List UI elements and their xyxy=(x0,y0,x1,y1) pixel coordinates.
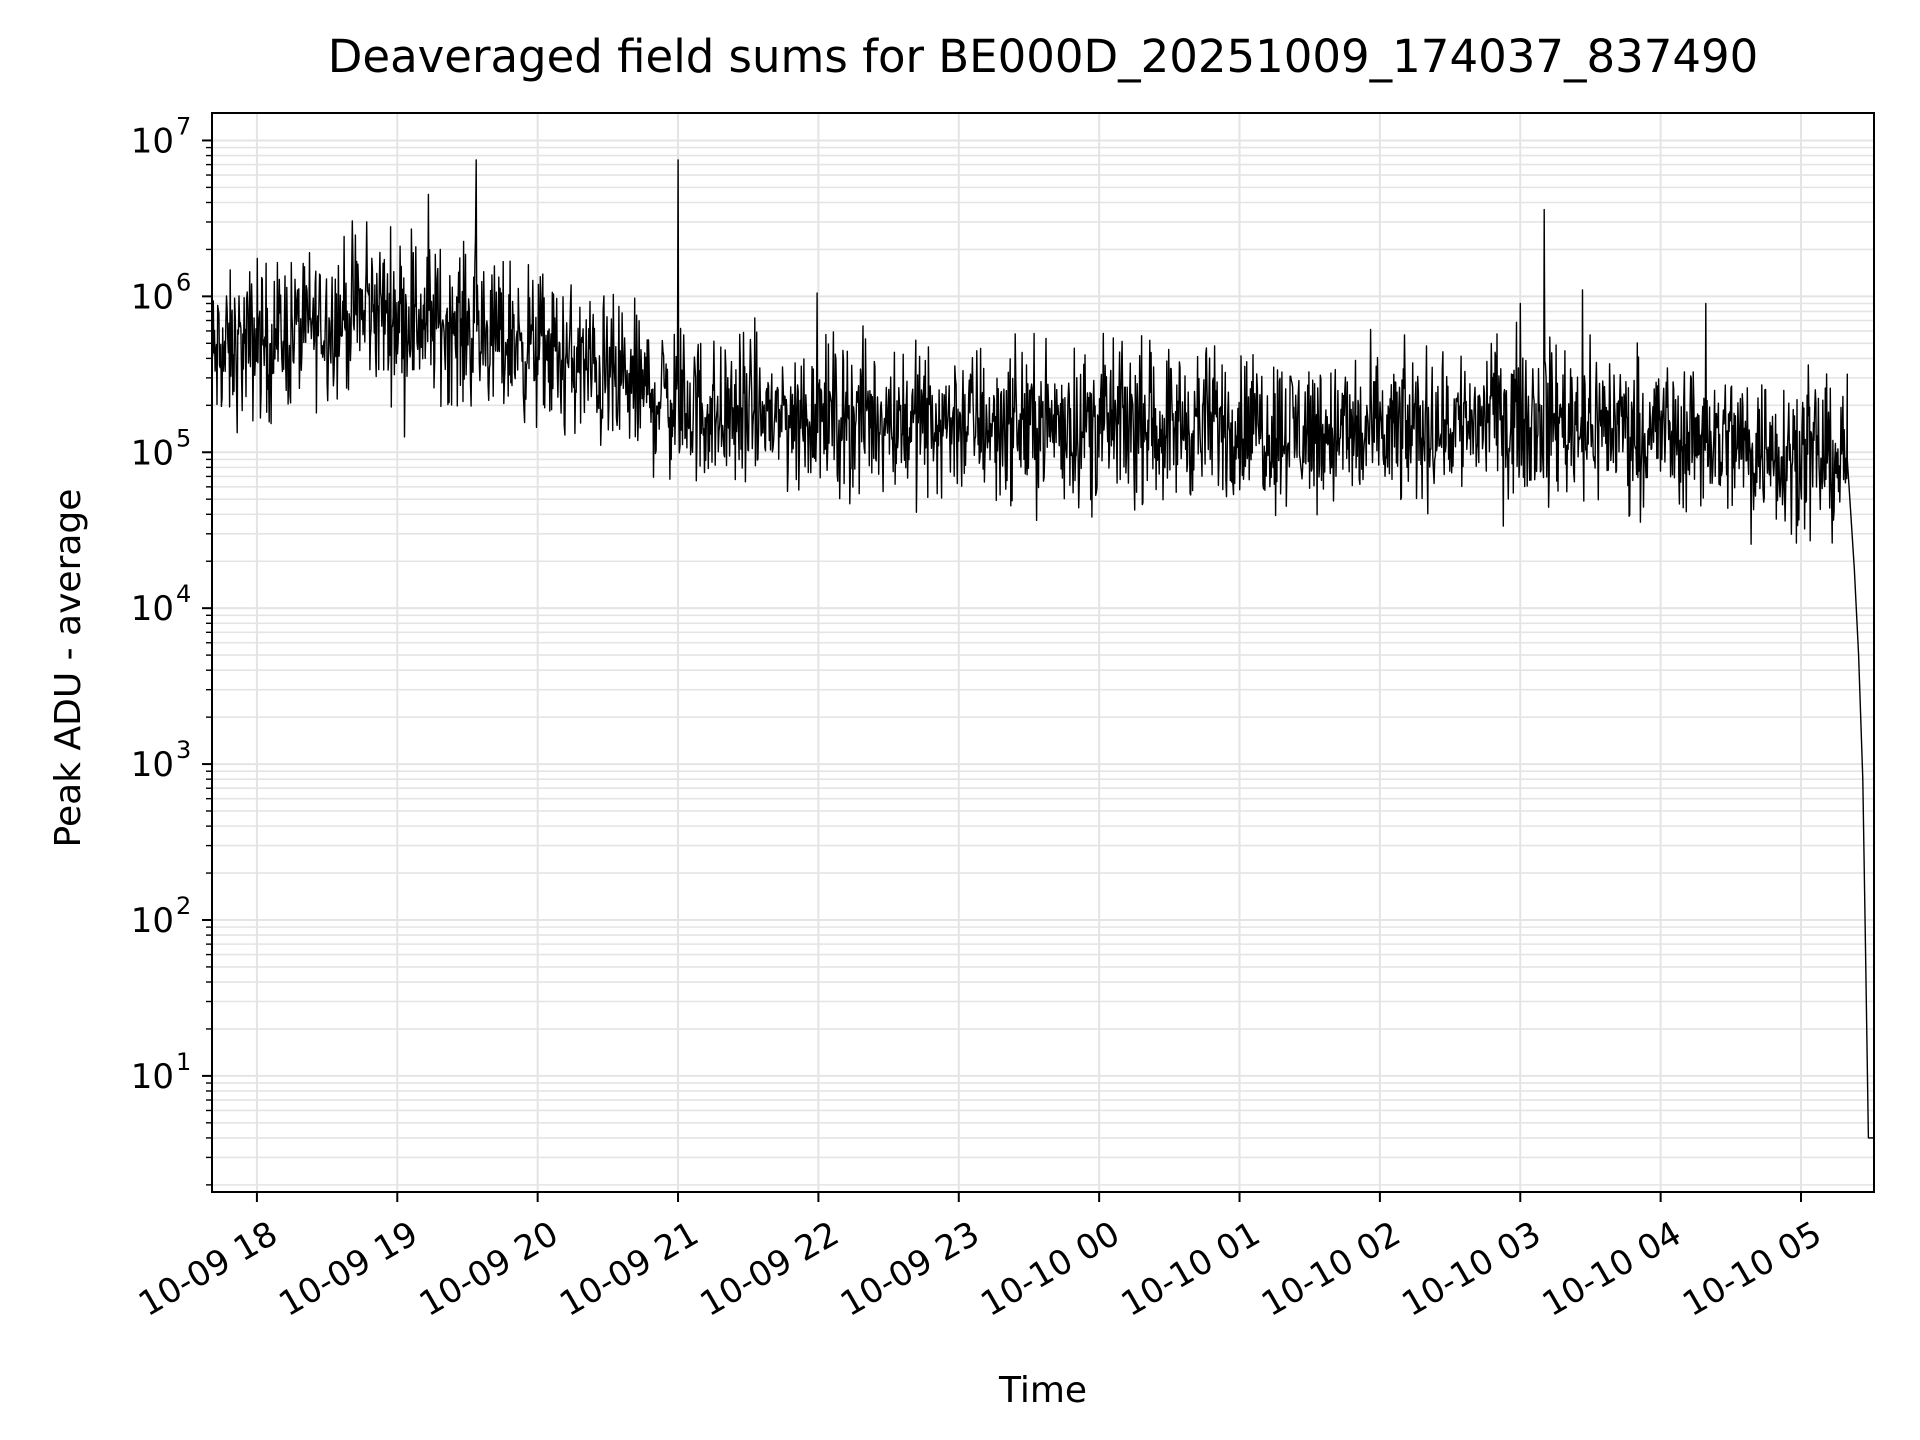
y-tick-label-exponent: 7 xyxy=(176,112,191,140)
y-tick-label: 10 6 xyxy=(131,268,192,317)
y-tick-label-base: 10 xyxy=(131,589,174,629)
y-tick-label: 10 2 xyxy=(131,892,192,941)
y-tick-label-exponent: 3 xyxy=(176,736,191,764)
y-tick-label-exponent: 5 xyxy=(176,424,191,452)
y-tick-label-base: 10 xyxy=(131,277,174,317)
x-axis-label: Time xyxy=(998,1370,1087,1411)
y-tick-label-base: 10 xyxy=(131,901,174,941)
y-tick-label: 10 4 xyxy=(131,580,192,629)
y-tick-label-base: 10 xyxy=(131,1057,174,1097)
series-line-field-sums xyxy=(211,159,1874,1139)
plot-area xyxy=(211,159,1874,1139)
y-tick-label: 10 1 xyxy=(131,1048,192,1097)
y-tick-label: 10 3 xyxy=(131,736,192,785)
y-tick-label-base: 10 xyxy=(131,433,174,473)
y-tick-label: 10 7 xyxy=(131,112,192,161)
y-tick-label: 10 5 xyxy=(131,424,192,473)
y-tick-label-base: 10 xyxy=(131,745,174,785)
y-axis-label: Peak ADU - average xyxy=(48,489,89,848)
chart-title: Deaveraged field sums for BE000D_2025100… xyxy=(328,30,1759,83)
y-tick-label-base: 10 xyxy=(131,121,174,161)
y-tick-label-exponent: 2 xyxy=(176,892,191,920)
y-tick-label-exponent: 1 xyxy=(176,1048,191,1076)
y-tick-label-exponent: 4 xyxy=(176,580,191,608)
y-tick-label-exponent: 6 xyxy=(176,268,191,296)
grid-layer xyxy=(212,113,1874,1192)
plot-frame xyxy=(211,112,1875,1193)
